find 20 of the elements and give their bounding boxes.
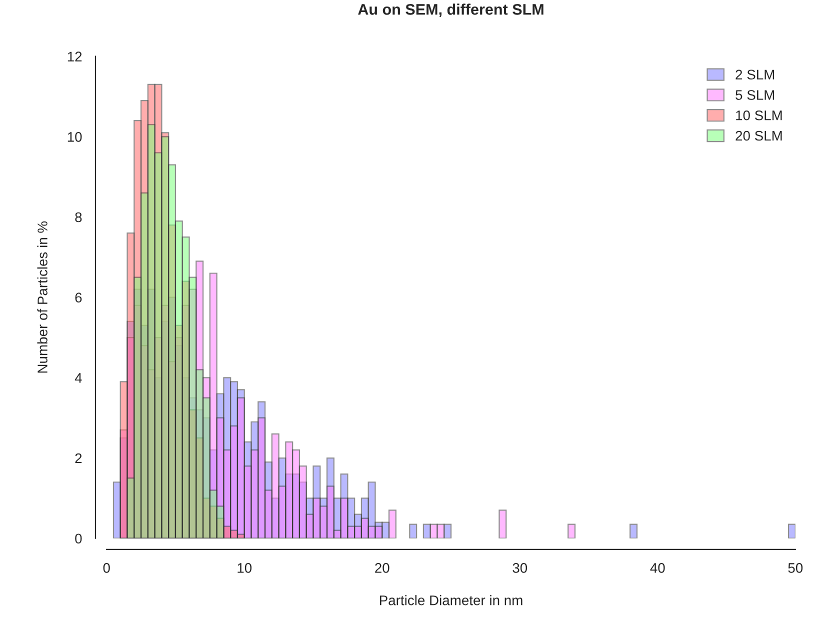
legend-label: 2 SLM [736, 70, 774, 80]
y-tick-label: 12 [68, 52, 82, 62]
y-tick-label: 0 [75, 534, 82, 544]
legend-label: 20 SLM [736, 130, 782, 141]
y-tick-label: 10 [68, 132, 82, 142]
x-tick-label: 50 [788, 563, 803, 573]
legend-label: 10 SLM [736, 110, 782, 120]
x-tick-label: 0 [103, 563, 110, 573]
y-axis-title: Number of Particles in % [37, 221, 48, 373]
y-tick-label: 6 [75, 292, 82, 303]
x-axis-title: Particle Diameter in nm [380, 595, 522, 606]
chart-title: Au on SEM, different SLM [358, 4, 544, 18]
x-tick-label: 30 [512, 563, 528, 573]
legend-label: 5 SLM [736, 90, 774, 100]
y-tick-label: 2 [75, 453, 82, 464]
y-tick-label: 8 [75, 212, 82, 222]
x-tick-label: 20 [375, 563, 390, 573]
y-tick-label: 4 [74, 373, 82, 383]
x-tick-label: 10 [238, 563, 252, 573]
x-tick-label: 40 [650, 563, 665, 573]
